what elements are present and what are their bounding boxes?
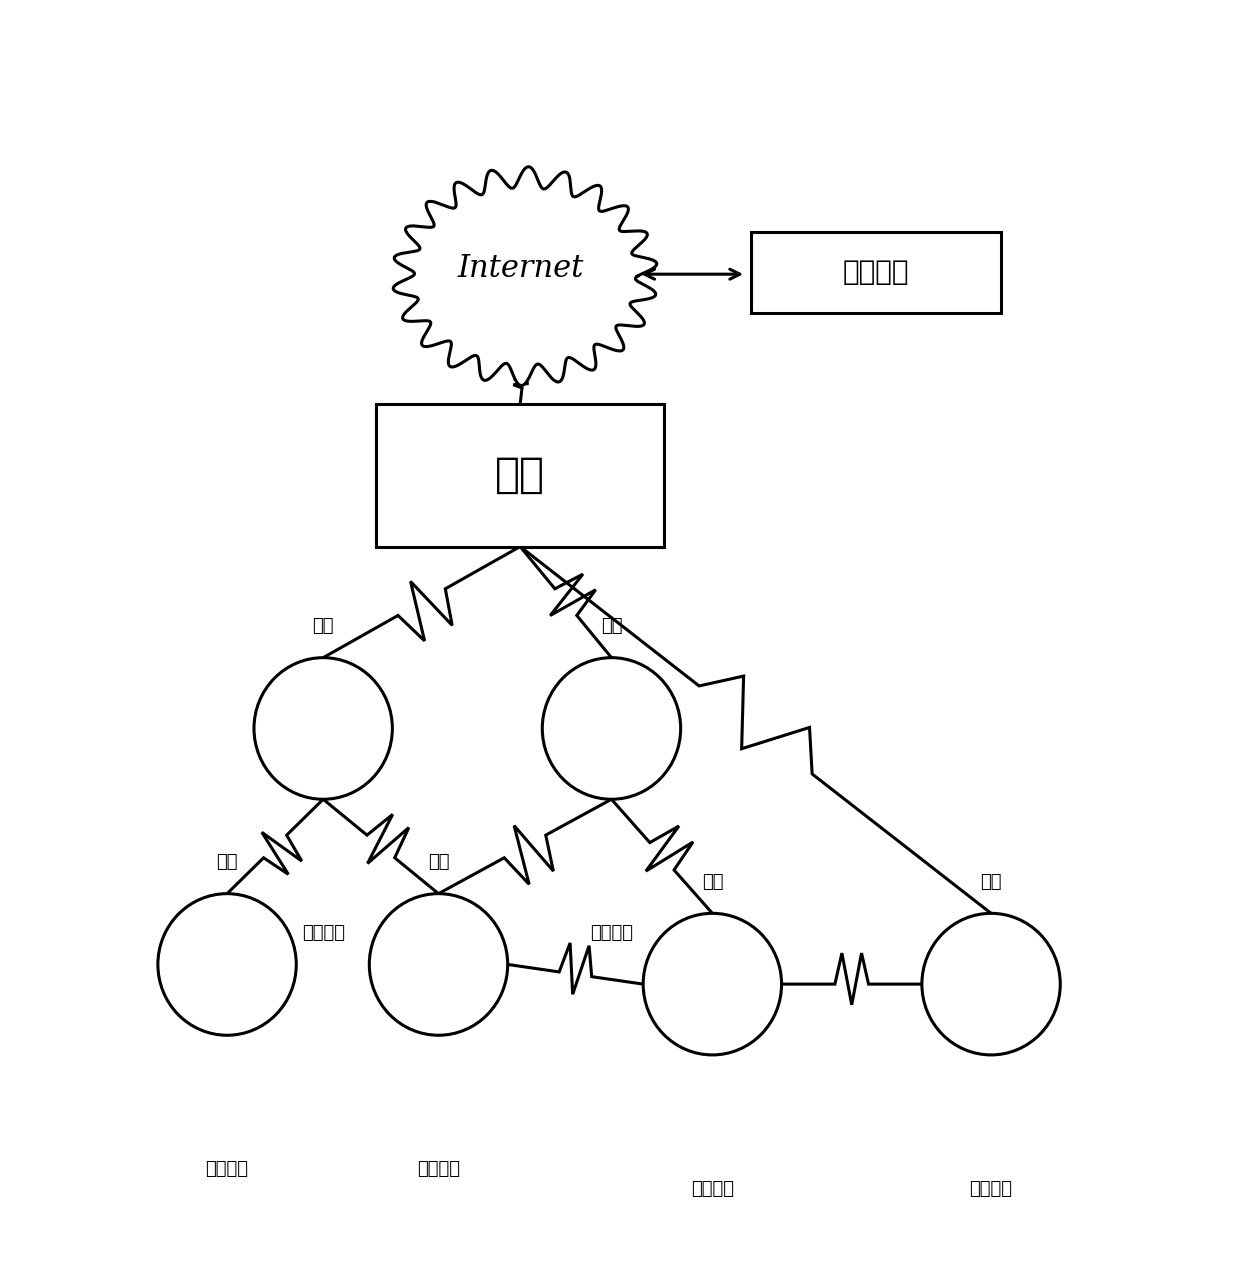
Text: 温度: 温度	[428, 853, 449, 871]
Circle shape	[921, 913, 1060, 1055]
Bar	[376, 404, 665, 547]
Text: 温度: 温度	[981, 873, 1002, 891]
Text: 检测节点: 检测节点	[970, 1180, 1013, 1198]
Circle shape	[644, 913, 781, 1055]
Text: 温度: 温度	[312, 617, 334, 635]
Text: 温度: 温度	[600, 617, 622, 635]
Text: Internet: Internet	[458, 253, 583, 283]
Circle shape	[254, 658, 392, 799]
Text: 云服务器: 云服务器	[842, 258, 909, 286]
Text: 温度: 温度	[216, 853, 238, 871]
Circle shape	[542, 658, 681, 799]
Text: 网关: 网关	[495, 455, 546, 497]
Text: 温度: 温度	[702, 873, 723, 891]
Text: 检测节点: 检测节点	[417, 1160, 460, 1177]
Circle shape	[157, 894, 296, 1036]
Text: 检测节点: 检测节点	[301, 925, 345, 942]
Text: 检测节点: 检测节点	[691, 1180, 734, 1198]
Text: 检测节点: 检测节点	[590, 925, 632, 942]
Text: 检测节点: 检测节点	[206, 1160, 248, 1177]
Bar	[751, 232, 1001, 313]
Polygon shape	[393, 167, 657, 386]
Circle shape	[370, 894, 507, 1036]
